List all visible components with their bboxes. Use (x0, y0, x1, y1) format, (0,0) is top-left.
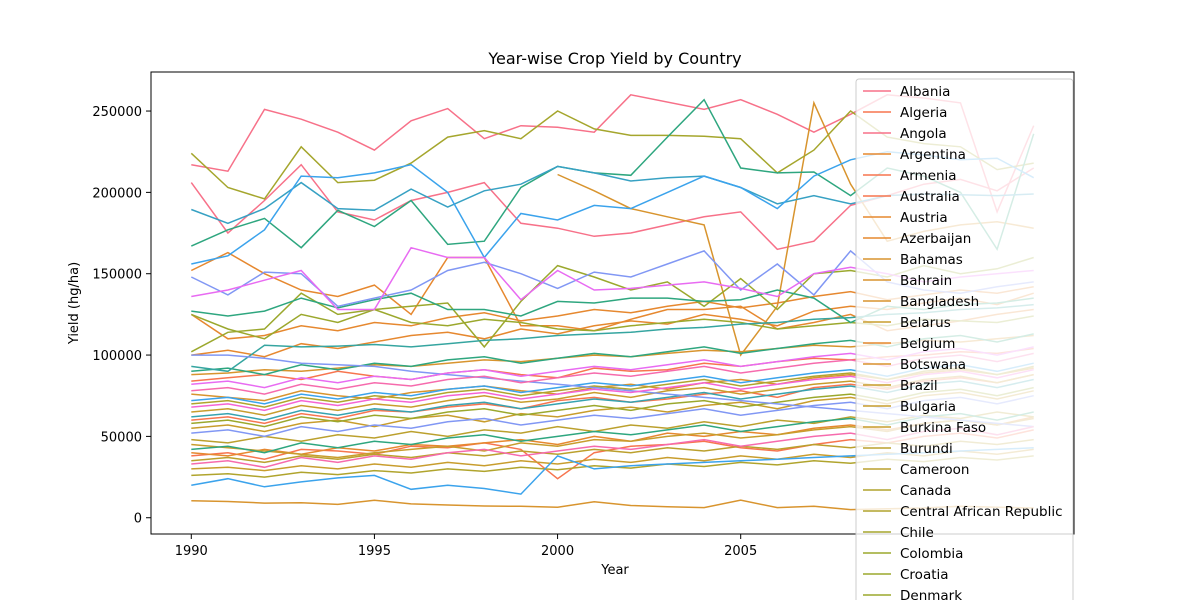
legend-label-19: Canada (900, 483, 951, 499)
y-tick-label-0: 0 (134, 512, 142, 527)
x-axis: 1990 1995 2000 2005 (175, 534, 757, 559)
chart-title: Year-wise Crop Yield by Country (487, 49, 741, 68)
legend-label-21: Chile (900, 525, 934, 541)
legend-label-24: Denmark (900, 588, 962, 600)
legend-label-8: Bahamas (900, 252, 963, 268)
x-tick-label-3: 2005 (724, 544, 757, 559)
y-axis-label: Yield (hg/ha) (67, 262, 82, 345)
legend-label-14: Brazil (900, 378, 938, 394)
legend: Albania Algeria Angola Argentina Armenia Aust… (855, 78, 1074, 600)
legend-label-1: Algeria (900, 105, 947, 121)
legend-label-3: Argentina (900, 147, 966, 163)
y-tick-label-4: 200000 (92, 186, 142, 201)
legend-label-12: Belgium (900, 336, 955, 352)
legend-label-18: Cameroon (900, 462, 969, 478)
legend-label-11: Belarus (900, 315, 951, 331)
y-axis: 0 50000 100000 150000 200000 250000 (92, 105, 151, 527)
legend-label-16: Burkina Faso (900, 420, 986, 436)
legend-label-15: Bulgaria (900, 399, 956, 415)
plot-frame (150, 71, 1075, 535)
legend-label-4: Armenia (900, 168, 957, 184)
legend-label-2: Angola (900, 126, 947, 142)
legend-label-17: Burundi (900, 441, 953, 457)
legend-label-22: Colombia (900, 546, 963, 562)
legend-label-9: Bahrain (900, 273, 952, 289)
x-tick-label-0: 1990 (175, 544, 208, 559)
legend-label-13: Botswana (900, 357, 966, 373)
legend-label-10: Bangladesh (900, 294, 979, 310)
x-tick-label-1: 1995 (358, 544, 391, 559)
legend-label-7: Azerbaijan (900, 231, 971, 247)
x-axis-label: Year (600, 563, 629, 578)
x-tick-label-2: 2000 (541, 544, 574, 559)
y-tick-label-5: 250000 (92, 105, 142, 120)
legend-label-5: Australia (900, 189, 960, 205)
legend-label-20: Central African Republic (900, 504, 1063, 520)
legend-box (855, 78, 1074, 600)
y-tick-label-2: 100000 (92, 349, 142, 364)
legend-label-0: Albania (900, 84, 950, 100)
y-tick-label-3: 150000 (92, 268, 142, 283)
y-tick-label-1: 50000 (101, 430, 142, 445)
legend-label-6: Austria (900, 210, 948, 226)
legend-label-23: Croatia (900, 567, 949, 583)
